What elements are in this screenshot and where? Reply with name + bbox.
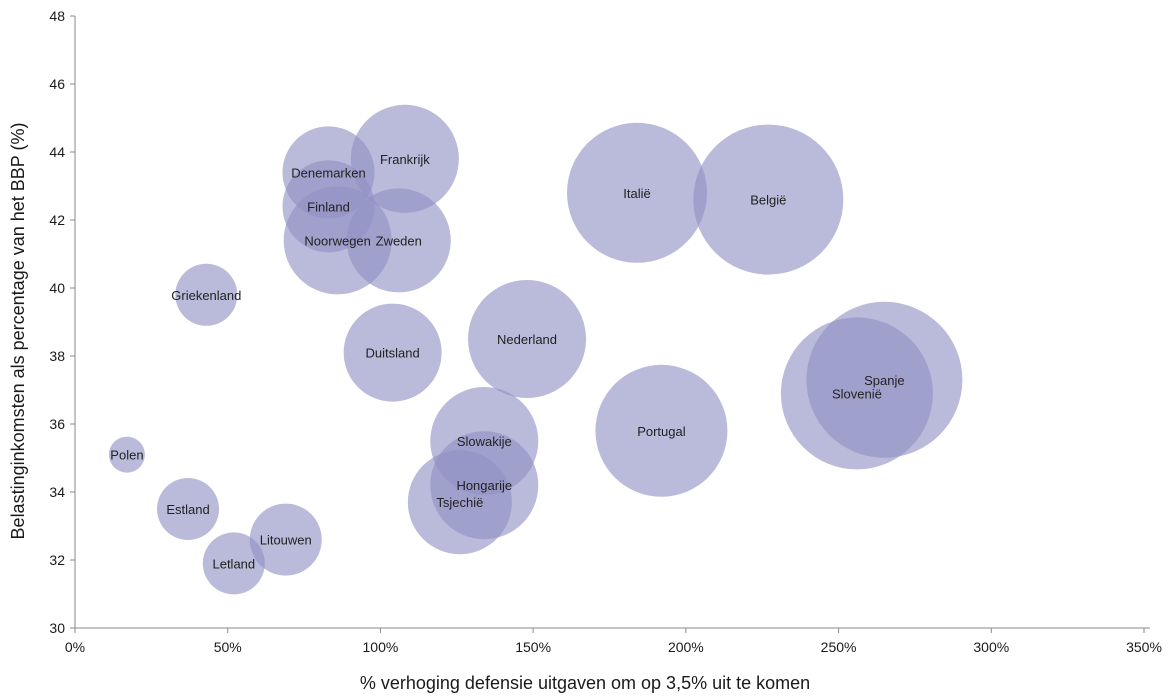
x-tick-label: 0% <box>65 639 85 655</box>
bubble <box>346 188 451 293</box>
bubble-label: Frankrijk <box>380 152 430 167</box>
bubble <box>468 280 587 398</box>
bubble-label: Polen <box>110 448 143 463</box>
y-tick-label: 48 <box>49 8 65 24</box>
bubble <box>157 478 220 540</box>
bubble <box>407 450 512 555</box>
bubble-label: Hongarije <box>456 478 512 493</box>
bubble-label: Tsjechië <box>436 495 483 510</box>
bubble-label: Litouwen <box>260 533 312 548</box>
y-tick-label: 40 <box>49 280 65 296</box>
bubble <box>595 364 728 497</box>
bubble <box>566 122 707 263</box>
bubble-label: Letland <box>212 556 255 571</box>
y-axis-title: Belastinginkomsten als percentage van he… <box>8 123 28 540</box>
x-tick-label: 50% <box>214 639 242 655</box>
bubble <box>202 532 265 595</box>
y-tick-label: 30 <box>49 620 65 636</box>
x-tick-label: 300% <box>973 639 1009 655</box>
bubble <box>108 436 145 473</box>
bubble-label: Portugal <box>637 424 686 439</box>
axes-layer: 0% 50% 100% 150% 200% 250% 300% 350% 30 32 34 36 38 4… <box>49 8 1161 655</box>
bubble-label: Estland <box>166 502 209 517</box>
x-axis-title: % verhoging defensie uitgaven om op 3,5%… <box>360 673 810 693</box>
bubble-label: Griekenland <box>171 288 241 303</box>
bubble-label: Denemarken <box>291 165 365 180</box>
bubble <box>175 263 238 326</box>
x-tick-label: 150% <box>515 639 551 655</box>
bubble <box>806 301 963 458</box>
bubble-label: Spanje <box>864 373 904 388</box>
y-tick-label: 34 <box>49 484 65 500</box>
bubble-labels-layer: Polen Estland Griekenland Letland Litouwen De… <box>110 152 904 572</box>
bubble-label: Noorwegen <box>304 233 371 248</box>
x-tick-label: 250% <box>821 639 857 655</box>
bubble-label: Nederland <box>497 332 557 347</box>
bubbles-layer <box>108 104 963 595</box>
x-tick-label: 350% <box>1126 639 1162 655</box>
bubble-label: Italië <box>623 186 650 201</box>
bubble <box>343 303 442 402</box>
bubble-label: Duitsland <box>366 346 420 361</box>
y-tick-label: 36 <box>49 416 65 432</box>
y-tick-label: 44 <box>49 144 65 160</box>
bubble <box>249 503 322 576</box>
y-tick-label: 42 <box>49 212 65 228</box>
y-tick-label: 32 <box>49 552 65 568</box>
bubble-label: België <box>750 193 786 208</box>
bubble-label: Slowakije <box>457 434 512 449</box>
x-tick-label: 100% <box>363 639 399 655</box>
bubble-label: Slovenië <box>832 386 882 401</box>
bubble <box>350 104 459 213</box>
bubble-label: Finland <box>307 199 350 214</box>
bubble-label: Zweden <box>376 233 422 248</box>
y-tick-label: 46 <box>49 76 65 92</box>
bubble <box>693 124 844 275</box>
x-tick-label: 200% <box>668 639 704 655</box>
y-tick-label: 38 <box>49 348 65 364</box>
